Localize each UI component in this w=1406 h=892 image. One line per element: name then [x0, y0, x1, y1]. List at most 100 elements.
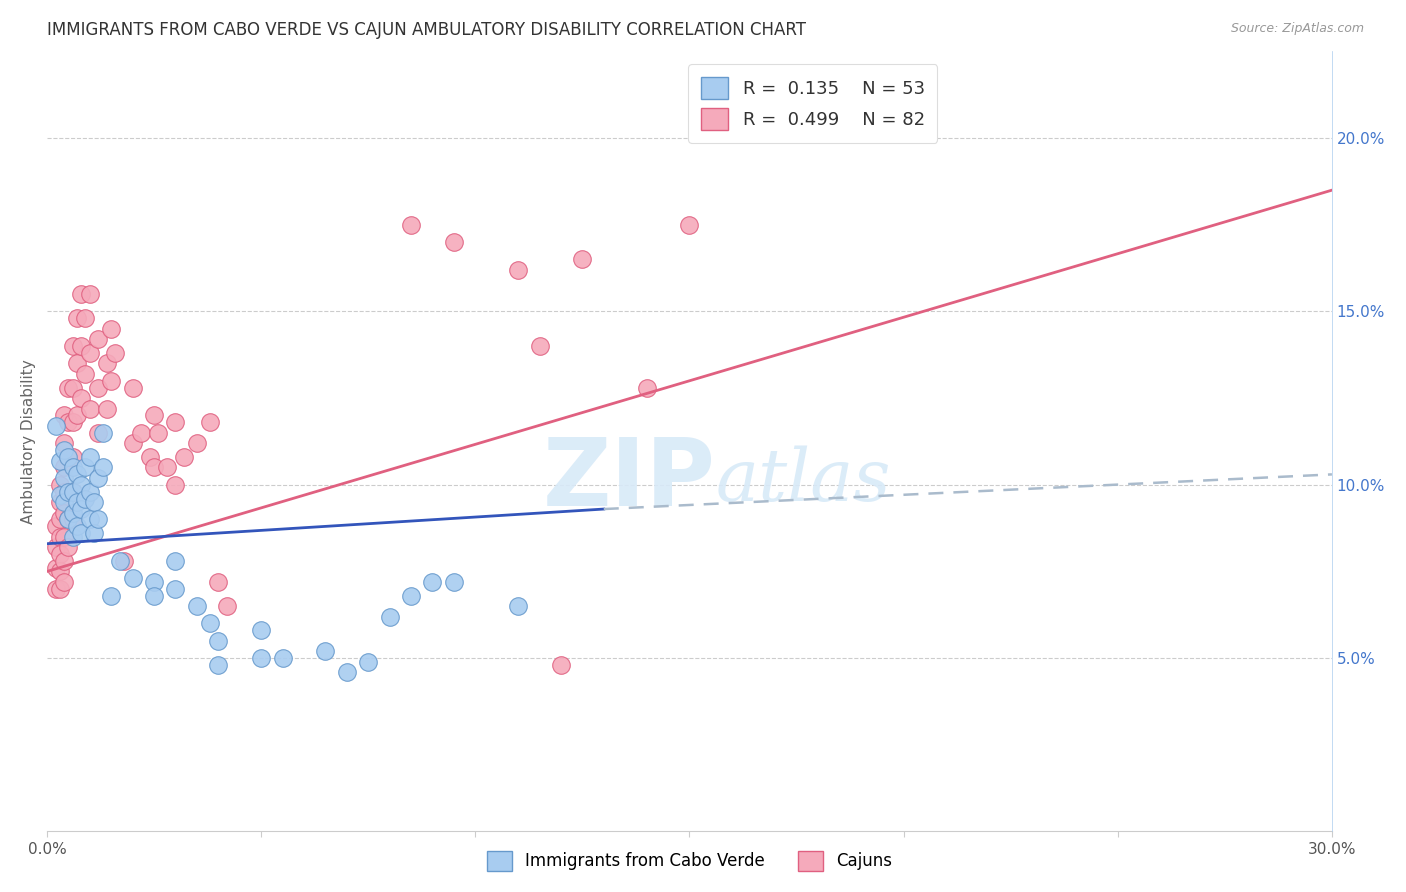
Point [62, 450, 84, 464]
Point [173, 450, 195, 464]
Point [49, 453, 72, 467]
Point [53, 460, 76, 475]
Point [75, 491, 97, 506]
Point [87, 425, 110, 440]
Point [49, 530, 72, 544]
Point [53, 443, 76, 458]
Point [62, 484, 84, 499]
Point [215, 599, 238, 613]
Point [100, 589, 122, 603]
Point [70, 477, 93, 491]
Point [314, 644, 336, 658]
Y-axis label: Ambulatory Disability: Ambulatory Disability [21, 359, 35, 524]
Point [58, 484, 80, 499]
Point [156, 460, 179, 475]
Point [66, 311, 89, 326]
Point [70, 391, 93, 405]
Point [742, 124, 765, 138]
Point [58, 416, 80, 430]
Point [443, 235, 465, 249]
Point [165, 582, 187, 596]
Point [121, 571, 143, 585]
Point [62, 460, 84, 475]
Point [121, 436, 143, 450]
Point [62, 484, 84, 499]
Point [79, 346, 101, 360]
Point [378, 609, 401, 624]
Point [165, 416, 187, 430]
Point [66, 519, 89, 533]
Point [399, 218, 422, 232]
Point [165, 477, 187, 491]
Point [87, 471, 110, 485]
Point [207, 574, 229, 589]
Point [53, 530, 76, 544]
Point [143, 589, 166, 603]
Point [49, 495, 72, 509]
Point [70, 339, 93, 353]
Point [108, 554, 131, 568]
Point [53, 471, 76, 485]
Point [357, 655, 380, 669]
Point [75, 460, 97, 475]
Point [49, 547, 72, 561]
Point [143, 460, 166, 475]
Point [58, 512, 80, 526]
Point [70, 502, 93, 516]
Text: atlas: atlas [716, 445, 890, 516]
Point [506, 599, 529, 613]
Point [53, 495, 76, 509]
Point [53, 484, 76, 499]
Point [75, 311, 97, 326]
Point [53, 436, 76, 450]
Point [96, 401, 118, 416]
Point [506, 263, 529, 277]
Point [75, 367, 97, 381]
Point [271, 651, 294, 665]
Point [91, 460, 114, 475]
Point [53, 409, 76, 423]
Point [399, 589, 422, 603]
Point [139, 450, 162, 464]
Point [62, 381, 84, 395]
Point [198, 416, 221, 430]
Point [443, 574, 465, 589]
Point [129, 425, 152, 440]
Point [58, 512, 80, 526]
Point [104, 346, 127, 360]
Point [62, 506, 84, 520]
Point [250, 651, 273, 665]
Point [44, 519, 66, 533]
Point [53, 574, 76, 589]
Point [529, 339, 551, 353]
Text: IMMIGRANTS FROM CABO VERDE VS CAJUN AMBULATORY DISABILITY CORRELATION CHART: IMMIGRANTS FROM CABO VERDE VS CAJUN AMBU… [46, 21, 806, 39]
Text: Source: ZipAtlas.com: Source: ZipAtlas.com [1230, 22, 1364, 36]
Point [79, 512, 101, 526]
Point [70, 526, 93, 541]
Point [91, 425, 114, 440]
Point [550, 658, 572, 673]
Point [58, 484, 80, 499]
Point [121, 381, 143, 395]
Point [49, 512, 72, 526]
Point [83, 526, 105, 541]
Point [49, 565, 72, 579]
Point [148, 425, 170, 440]
Point [186, 599, 208, 613]
Point [207, 658, 229, 673]
Point [207, 633, 229, 648]
Point [49, 477, 72, 491]
Point [143, 574, 166, 589]
Point [83, 495, 105, 509]
Point [49, 582, 72, 596]
Point [66, 467, 89, 482]
Point [62, 512, 84, 526]
Point [58, 450, 80, 464]
Point [58, 540, 80, 554]
Point [893, 113, 915, 128]
Point [62, 339, 84, 353]
Point [678, 218, 700, 232]
Point [49, 488, 72, 502]
Point [186, 436, 208, 450]
Point [250, 624, 273, 638]
